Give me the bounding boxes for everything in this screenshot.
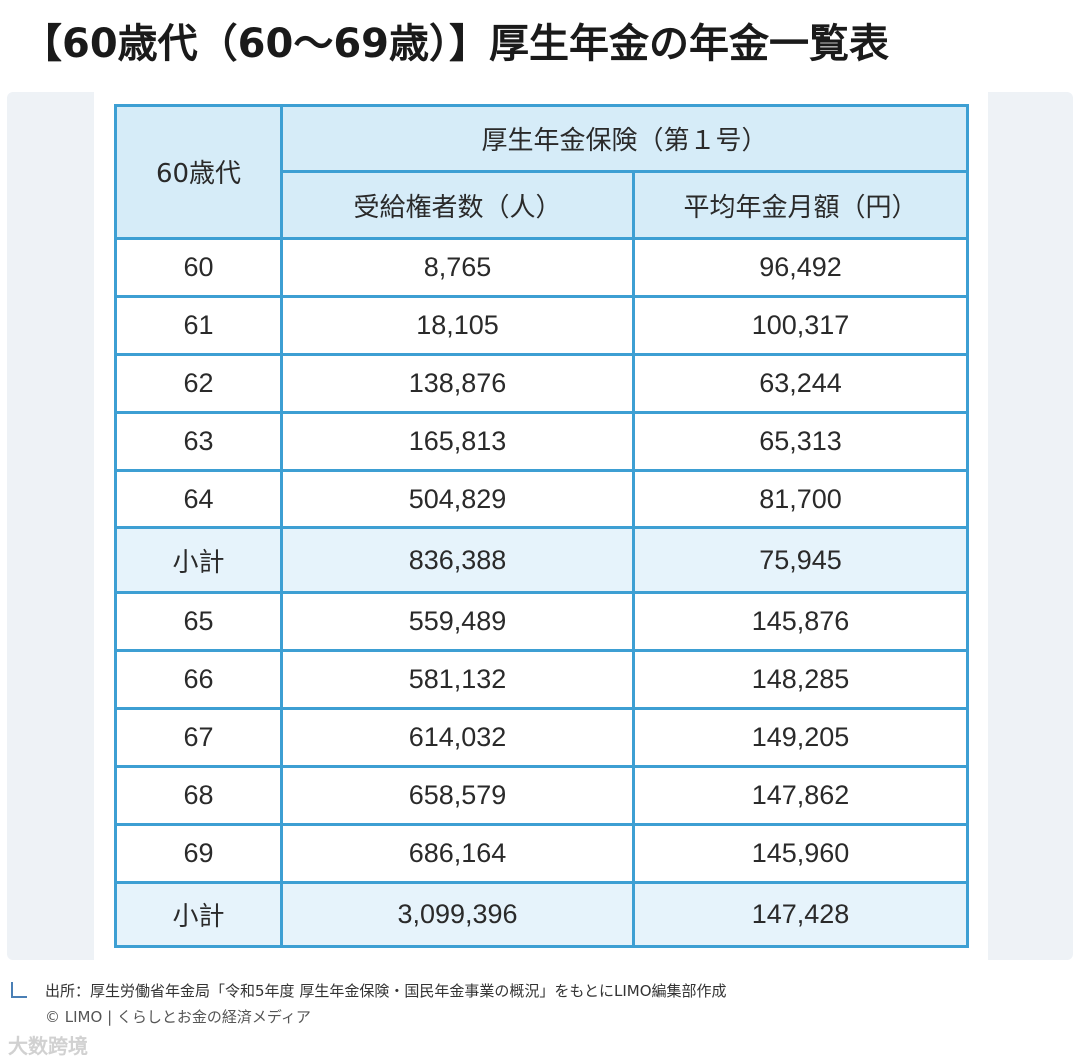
- copyright-text: © LIMO | くらしとお金の経済メディア: [45, 1008, 311, 1026]
- recipients-column-header: 受給権者数（人）: [280, 170, 635, 240]
- avg-amount-cell: 147,428: [631, 880, 970, 949]
- avg-amount-cell: 147,862: [631, 764, 970, 826]
- table-row: 63 165,813 65,313: [114, 410, 970, 472]
- recipients-cell: 8,765: [280, 236, 635, 298]
- table-row: 68 658,579 147,862: [114, 764, 970, 826]
- avg-amount-cell: 145,876: [631, 590, 970, 652]
- page-title: 【60歳代（60〜69歳）】厚生年金の年金一覧表: [22, 21, 889, 67]
- table-row: 65 559,489 145,876: [114, 590, 970, 652]
- avg-amount-cell: 75,945: [631, 526, 970, 594]
- watermark-logo: 大数跨境: [8, 1034, 88, 1058]
- table-row: 62 138,876 63,244: [114, 352, 970, 414]
- age-cell: 64: [114, 468, 283, 530]
- insurance-group-header: 厚生年金保険（第１号）: [279, 103, 970, 174]
- recipients-cell: 3,099,396: [280, 880, 635, 949]
- table-row: 67 614,032 149,205: [114, 706, 970, 768]
- avg-amount-cell: 96,492: [631, 236, 970, 298]
- recipients-cell: 614,032: [280, 706, 635, 768]
- recipients-cell: 581,132: [280, 648, 635, 710]
- age-cell: 66: [114, 648, 283, 710]
- avg-amount-cell: 65,313: [631, 410, 970, 472]
- table-body: 60 8,765 96,492 61 18,105 100,317 62 138,876 63,…: [114, 236, 970, 949]
- recipients-cell: 686,164: [280, 822, 635, 884]
- age-cell: 67: [114, 706, 283, 768]
- source-text: 出所：厚生労働省年金局「令和5年度 厚生年金保険・国民年金事業の概況」をもとにL…: [45, 982, 727, 1000]
- age-cell: 62: [114, 352, 283, 414]
- recipients-cell: 658,579: [280, 764, 635, 826]
- table-row: 64 504,829 81,700: [114, 468, 970, 530]
- pension-table: 60歳代 厚生年金保険（第１号） 受給権者数（人） 平均年金月額（円） 60 8,…: [114, 103, 970, 949]
- age-group-header: 60歳代: [114, 104, 283, 240]
- figure-panel: 60歳代 厚生年金保険（第１号） 受給権者数（人） 平均年金月額（円） 60 8,…: [7, 92, 1073, 960]
- age-cell: 小計: [114, 880, 283, 949]
- recipients-cell: 18,105: [280, 294, 635, 356]
- age-cell: 68: [114, 764, 283, 826]
- age-cell: 小計: [114, 526, 283, 594]
- recipients-cell: 504,829: [280, 468, 635, 530]
- table-header-row: 60歳代 厚生年金保険（第１号）: [114, 103, 970, 240]
- table-card: 60歳代 厚生年金保険（第１号） 受給権者数（人） 平均年金月額（円） 60 8,…: [94, 92, 988, 960]
- table-row: 60 8,765 96,492: [114, 236, 970, 298]
- age-cell: 61: [114, 294, 283, 356]
- avg-amount-cell: 81,700: [631, 468, 970, 530]
- avg-amount-cell: 149,205: [631, 706, 970, 768]
- table-row: 69 686,164 145,960: [114, 822, 970, 884]
- table-row: 61 18,105 100,317: [114, 294, 970, 356]
- avg-amount-cell: 148,285: [631, 648, 970, 710]
- recipients-cell: 165,813: [280, 410, 635, 472]
- subtotal-row: 小計 3,099,396 147,428: [114, 880, 970, 949]
- source-note: 出所：厚生労働省年金局「令和5年度 厚生年金保険・国民年金事業の概況」をもとにL…: [7, 978, 1067, 1038]
- avg-amount-cell: 100,317: [631, 294, 970, 356]
- age-cell: 65: [114, 590, 283, 652]
- age-cell: 69: [114, 822, 283, 884]
- avg-amount-cell: 63,244: [631, 352, 970, 414]
- recipients-cell: 559,489: [280, 590, 635, 652]
- recipients-cell: 138,876: [280, 352, 635, 414]
- recipients-cell: 836,388: [280, 526, 635, 594]
- avg-amount-cell: 145,960: [631, 822, 970, 884]
- source-corner-icon: [11, 982, 27, 998]
- subtotal-row: 小計 836,388 75,945: [114, 526, 970, 594]
- age-cell: 63: [114, 410, 283, 472]
- table-row: 66 581,132 148,285: [114, 648, 970, 710]
- table-subheader-row: 受給権者数（人） 平均年金月額（円）: [116, 170, 970, 240]
- avg-amount-column-header: 平均年金月額（円）: [631, 170, 970, 240]
- age-cell: 60: [114, 236, 283, 298]
